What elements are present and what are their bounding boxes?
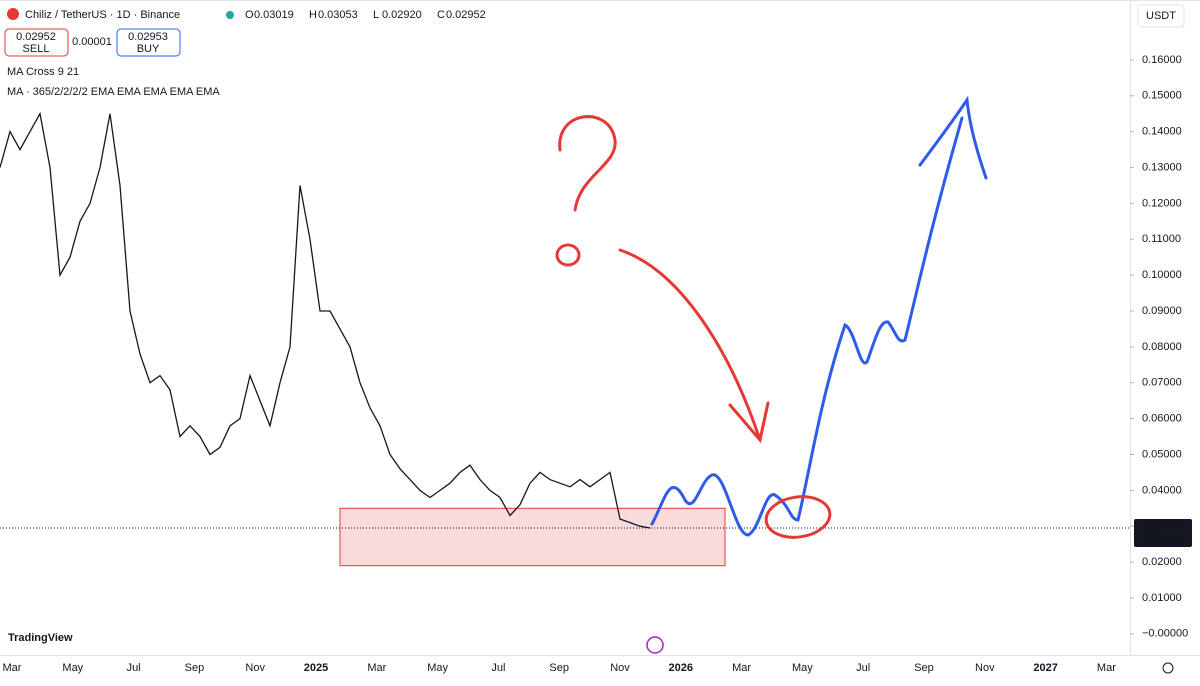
x-tick-label: Nov bbox=[245, 662, 265, 674]
indicator[interactable]: MA · 365/2/2/2/2 EMA EMA EMA EMA EMA bbox=[7, 86, 220, 98]
market-status bbox=[226, 11, 234, 19]
x-tick-label: 2026 bbox=[669, 662, 693, 674]
y-tick-label: 0.10000 bbox=[1142, 269, 1182, 281]
y-tick-label: 0.01000 bbox=[1142, 592, 1182, 604]
x-tick-label: Mar bbox=[3, 662, 22, 674]
x-tick-label: Mar bbox=[1097, 662, 1116, 674]
y-tick-label: 0.12000 bbox=[1142, 197, 1182, 209]
y-tick-label: 0.06000 bbox=[1142, 413, 1182, 425]
y-tick-label: 0.07000 bbox=[1142, 377, 1182, 389]
x-tick-label: Nov bbox=[975, 662, 995, 674]
y-tick-label: 0.14000 bbox=[1142, 126, 1182, 138]
y-tick-label: −0.00000 bbox=[1142, 628, 1188, 640]
settings-icon[interactable] bbox=[1162, 662, 1174, 674]
spread: 0.00001 bbox=[72, 36, 112, 48]
question-mark bbox=[558, 115, 617, 212]
symbol: Chiliz / TetherUS · 1D · Binance bbox=[25, 9, 180, 21]
y-tick-label: 0.09000 bbox=[1142, 305, 1182, 317]
x-tick-label: Sep bbox=[914, 662, 934, 674]
x-tick-label: May bbox=[427, 662, 448, 674]
ohlc-value: 0.02920 bbox=[382, 9, 422, 21]
ohlc-value: 0.03019 bbox=[254, 9, 294, 21]
support-zone bbox=[339, 507, 726, 567]
y-tick-label: 0.08000 bbox=[1142, 341, 1182, 353]
last-price-box bbox=[1134, 518, 1192, 547]
currency[interactable]: USDT bbox=[1146, 10, 1176, 22]
ohlc-value: 0.03053 bbox=[318, 9, 358, 21]
ohlc-label: L bbox=[373, 9, 379, 21]
y-tick-label: 0.11000 bbox=[1142, 233, 1181, 245]
x-tick-label: Jul bbox=[127, 662, 141, 674]
projection-drawing bbox=[650, 95, 988, 537]
x-tick-label: Jul bbox=[491, 662, 505, 674]
brand: TradingView bbox=[8, 632, 73, 644]
x-tick-label: Nov bbox=[610, 662, 630, 674]
x-tick-label: Mar bbox=[732, 662, 751, 674]
ohlc-label: H bbox=[309, 9, 317, 21]
price-line bbox=[0, 111, 651, 529]
x-tick-label: Sep bbox=[185, 662, 205, 674]
x-tick-label: 2025 bbox=[304, 662, 328, 674]
buy-label[interactable]: BUY bbox=[137, 43, 160, 55]
events-icon[interactable] bbox=[646, 636, 664, 654]
y-tick-label: 0.02000 bbox=[1142, 556, 1182, 568]
symbol-icon bbox=[7, 8, 19, 20]
ohlc-label: O bbox=[245, 9, 254, 21]
ohlc-label: C bbox=[437, 9, 445, 21]
y-tick-label: 0.15000 bbox=[1142, 90, 1182, 102]
sell-button[interactable] bbox=[4, 28, 69, 57]
last-price-label: 0.02952 bbox=[1143, 521, 1183, 533]
question-dot bbox=[555, 243, 581, 267]
x-tick-label: Mar bbox=[367, 662, 386, 674]
circle-drawing bbox=[764, 495, 832, 539]
sell-price[interactable]: 0.02952 bbox=[16, 31, 56, 43]
currency-button[interactable] bbox=[1137, 4, 1185, 28]
x-tick-label: May bbox=[62, 662, 83, 674]
y-tick-label: 0.05000 bbox=[1142, 448, 1182, 460]
sell-label[interactable]: SELL bbox=[23, 43, 50, 55]
plot bbox=[0, 111, 1130, 567]
y-tick-label: 0.04000 bbox=[1142, 484, 1182, 496]
indicator[interactable]: MA Cross 9 21 bbox=[7, 66, 79, 78]
x-tick-label: May bbox=[792, 662, 813, 674]
x-tick-label: Jul bbox=[856, 662, 870, 674]
ohlc: O 0.03019 H 0.03053 L 0.02920 C 0.02952 bbox=[245, 9, 486, 21]
y-tick-label: 0.13000 bbox=[1142, 161, 1182, 173]
buy-button[interactable] bbox=[116, 28, 181, 57]
ohlc-value: 0.02952 bbox=[446, 9, 486, 21]
x-tick-label: 2027 bbox=[1033, 662, 1057, 674]
arrow bbox=[618, 248, 770, 444]
y-tick-label: 0.16000 bbox=[1142, 54, 1182, 66]
buy-price[interactable]: 0.02953 bbox=[128, 31, 168, 43]
countdown: 02:27:49 bbox=[1142, 534, 1185, 546]
axes: 0.16000 0.15000 0.14000 0.13000 0.12000 0.110… bbox=[3, 54, 1192, 674]
x-tick-label: Sep bbox=[549, 662, 569, 674]
